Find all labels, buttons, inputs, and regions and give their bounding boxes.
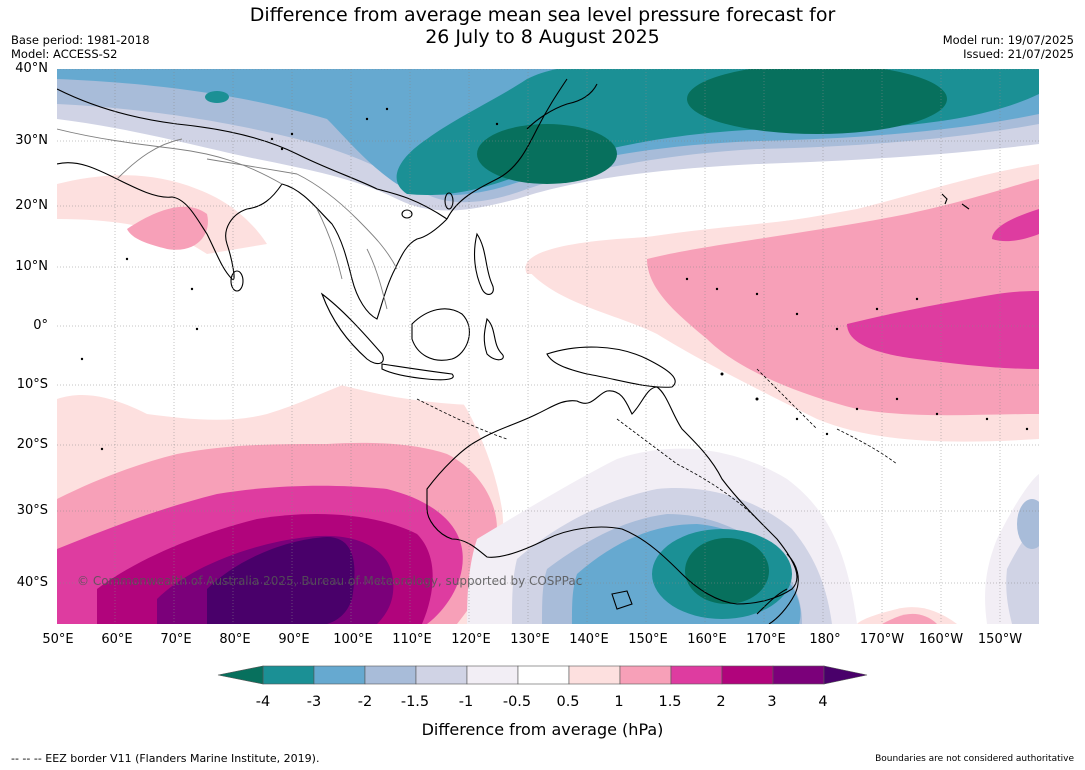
- colorbar-segment: [313, 665, 366, 685]
- colorbar-title: Difference from average (hPa): [421, 720, 664, 739]
- lat-label: 20°N: [15, 198, 48, 213]
- lon-label: 170°E: [746, 632, 786, 647]
- colorbar-segment: [466, 665, 519, 685]
- lat-label: 30°N: [15, 133, 48, 148]
- colorbar-tick-label: 3: [767, 694, 777, 710]
- colorbar-segment: [415, 665, 468, 685]
- model-run: Model run: 19/07/2025: [942, 33, 1074, 47]
- colorbar-segment: [262, 665, 315, 685]
- colorbar-tick-label: -3: [306, 694, 322, 710]
- colorbar-over-arrow: [823, 665, 868, 685]
- lat-label: 20°S: [16, 437, 48, 452]
- lon-label: 120°E: [451, 632, 491, 647]
- lon-label: 160°W: [918, 632, 964, 647]
- issued-date: Issued: 21/07/2025: [963, 47, 1074, 61]
- colorbar-tick-label: -2: [357, 694, 373, 710]
- meta-left: Base period: 1981-2018 Model: ACCESS-S2: [11, 33, 150, 61]
- lon-label: 110°E: [392, 632, 432, 647]
- colorbar-tick-label: -4: [255, 694, 271, 710]
- lon-label: 160°E: [687, 632, 727, 647]
- colorbar-tick-label: 0.5: [556, 694, 580, 710]
- boundaries-disclaimer: Boundaries are not considered authoritat…: [875, 754, 1074, 764]
- colorbar-tick-label: 1: [614, 694, 624, 710]
- lon-label: 100°E: [333, 632, 373, 647]
- colorbar-segments: [262, 665, 825, 685]
- lon-label: 80°E: [219, 632, 251, 647]
- colorbar-segment: [364, 665, 417, 685]
- pressure-anomaly-map: © Commonwealth of Australia 2025, Bureau…: [57, 69, 1039, 624]
- colorbar-under-arrow: [217, 665, 264, 685]
- lon-label: 90°E: [278, 632, 310, 647]
- lon-label: 70°E: [160, 632, 192, 647]
- lat-label: 40°N: [15, 61, 48, 76]
- colorbar-tick-label: -0.5: [502, 694, 532, 710]
- colorbar-tick-label: -1: [458, 694, 474, 710]
- title-line-2: 26 July to 8 August 2025: [425, 26, 660, 48]
- lon-label: 180°: [809, 632, 841, 647]
- colorbar-segment: [670, 665, 723, 685]
- lon-label: 130°E: [510, 632, 550, 647]
- base-period: Base period: 1981-2018: [11, 33, 150, 47]
- colorbar-segment: [772, 665, 825, 685]
- lat-label: 10°S: [16, 377, 48, 392]
- colorbar-tick-label: -1.5: [400, 694, 430, 710]
- lat-label: 40°S: [16, 575, 48, 590]
- colorbar-segment: [721, 665, 774, 685]
- eez-note: -- -- -- EEZ border V11 (Flanders Marine…: [11, 752, 320, 765]
- colorbar-segment: [619, 665, 672, 685]
- colorbar-tick-label: 1.5: [658, 694, 682, 710]
- colorbar-segment: [517, 665, 570, 685]
- model-name: Model: ACCESS-S2: [11, 47, 118, 61]
- lon-label: 140°E: [569, 632, 609, 647]
- lat-label: 10°N: [15, 259, 48, 274]
- copyright-notice: © Commonwealth of Australia 2025, Bureau…: [77, 574, 582, 588]
- lon-label: 150°E: [628, 632, 668, 647]
- chart-title: Difference from average mean sea level p…: [0, 4, 1085, 48]
- colorbar-tick-label: 2: [716, 694, 726, 710]
- colorbar: [217, 665, 868, 685]
- lon-label: 60°E: [101, 632, 133, 647]
- title-line-1: Difference from average mean sea level p…: [249, 4, 836, 26]
- colorbar-tick-label: 4: [818, 694, 828, 710]
- lat-label: 0°: [33, 318, 48, 333]
- lon-label: 170°W: [859, 632, 905, 647]
- lon-label: 50°E: [42, 632, 74, 647]
- meta-right: Model run: 19/07/2025 Issued: 21/07/2025: [943, 33, 1074, 61]
- lon-label: 150°W: [977, 632, 1023, 647]
- colorbar-segment: [568, 665, 621, 685]
- lat-label: 30°S: [16, 503, 48, 518]
